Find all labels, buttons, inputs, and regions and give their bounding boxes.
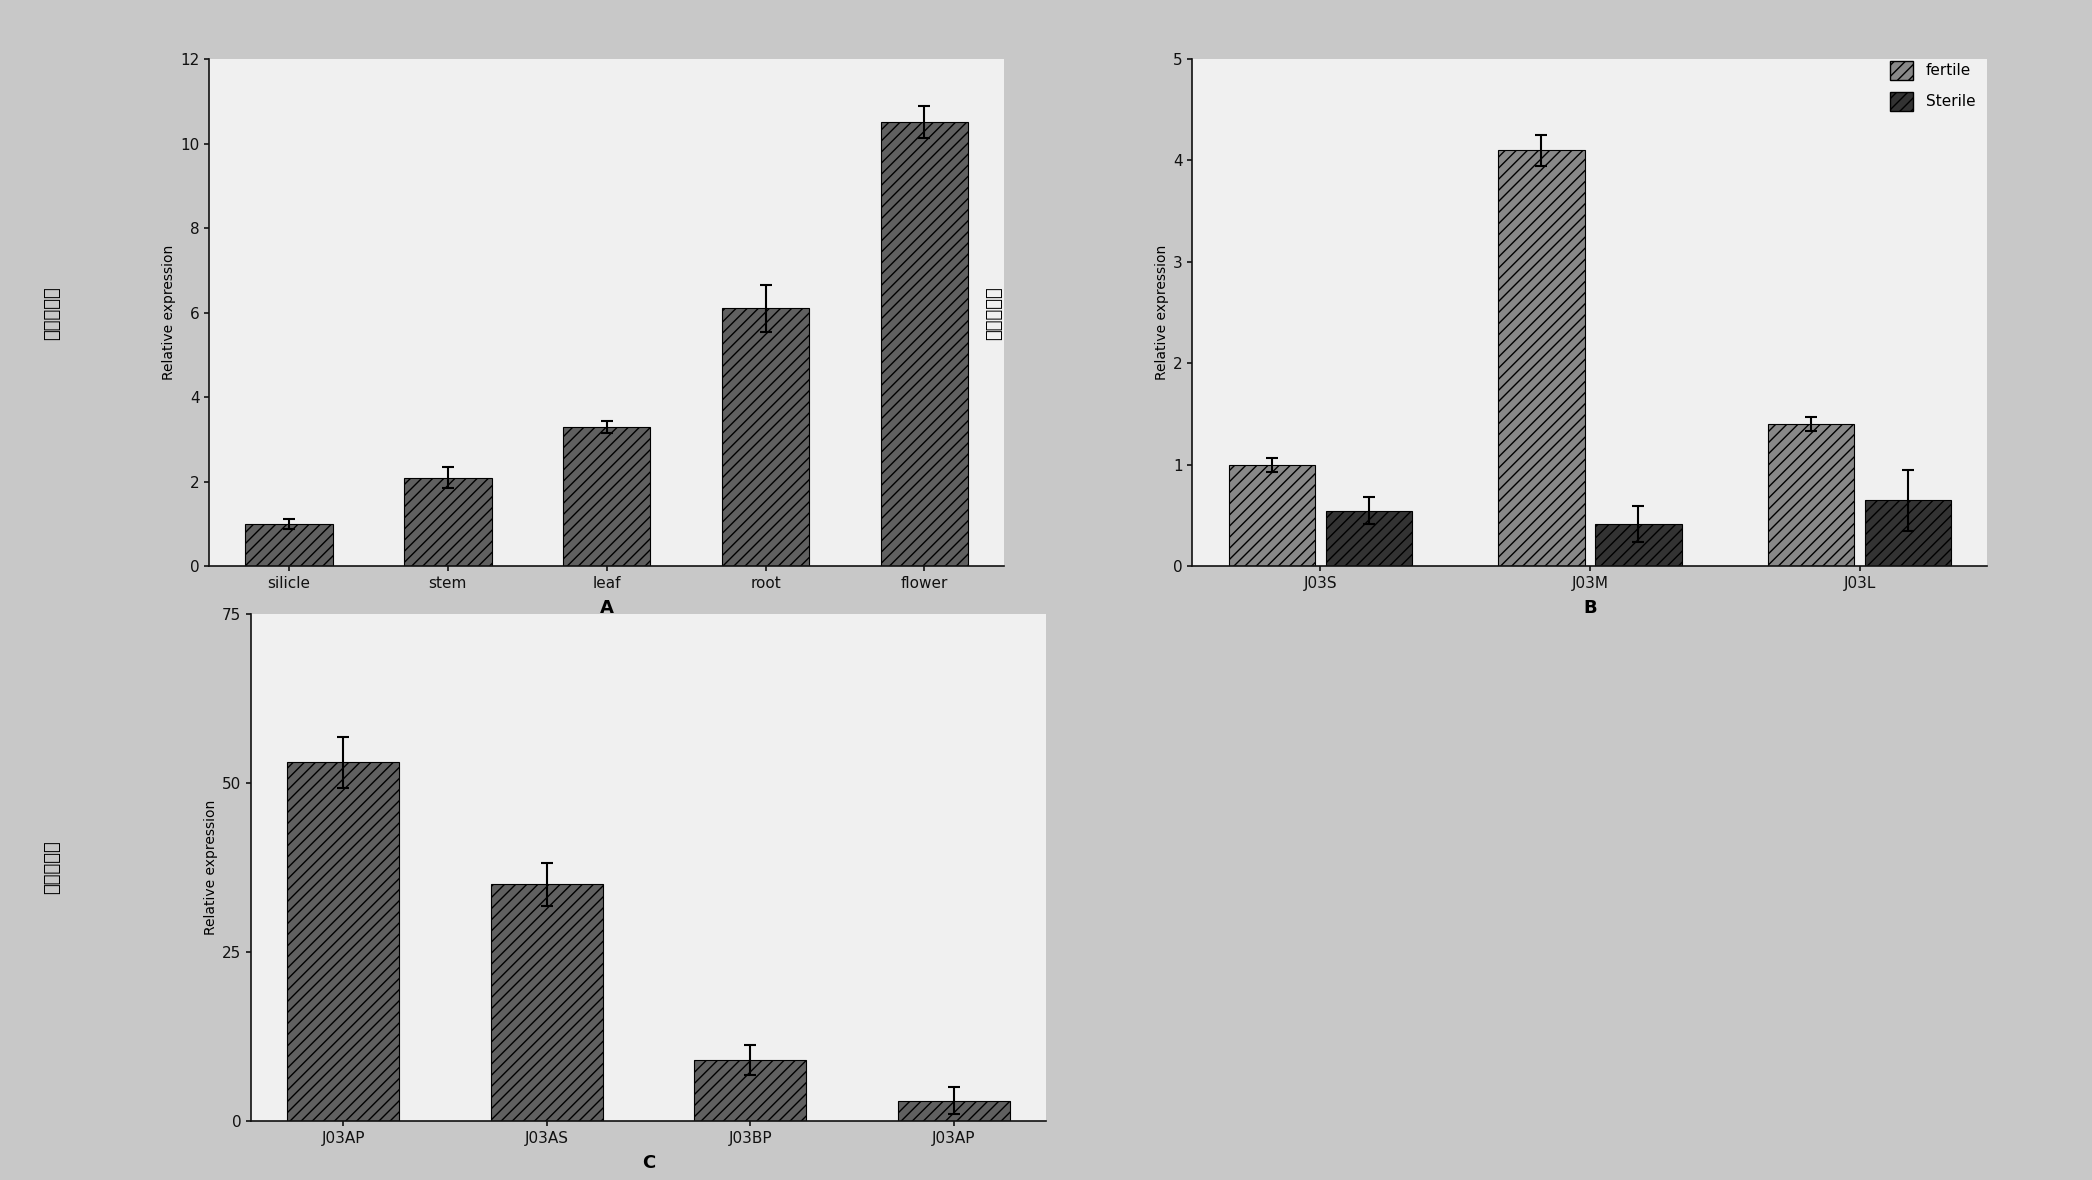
Bar — [404, 478, 492, 566]
Bar — [897, 1101, 1010, 1121]
Bar — [1768, 425, 1854, 566]
Y-axis label: Relative expression: Relative expression — [161, 245, 176, 380]
Bar — [287, 762, 400, 1121]
Bar — [1326, 511, 1412, 566]
Text: 相对表达量: 相对表达量 — [985, 286, 1002, 340]
Bar — [881, 123, 969, 566]
Bar — [1596, 524, 1682, 566]
Text: 相对表达量: 相对表达量 — [44, 286, 61, 340]
Y-axis label: Relative expression: Relative expression — [203, 800, 218, 935]
Bar — [1864, 500, 1952, 566]
Bar — [1228, 465, 1316, 566]
X-axis label: C: C — [642, 1154, 655, 1172]
Bar — [563, 427, 651, 566]
Bar — [695, 1060, 805, 1121]
Legend: fertile, Sterile: fertile, Sterile — [1885, 57, 1979, 116]
X-axis label: B: B — [1584, 599, 1596, 617]
Bar — [722, 308, 810, 566]
X-axis label: A: A — [600, 599, 613, 617]
Bar — [492, 884, 602, 1121]
Bar — [245, 524, 333, 566]
Bar — [1498, 150, 1584, 566]
Text: 相对表达量: 相对表达量 — [44, 840, 61, 894]
Y-axis label: Relative expression: Relative expression — [1155, 245, 1169, 380]
